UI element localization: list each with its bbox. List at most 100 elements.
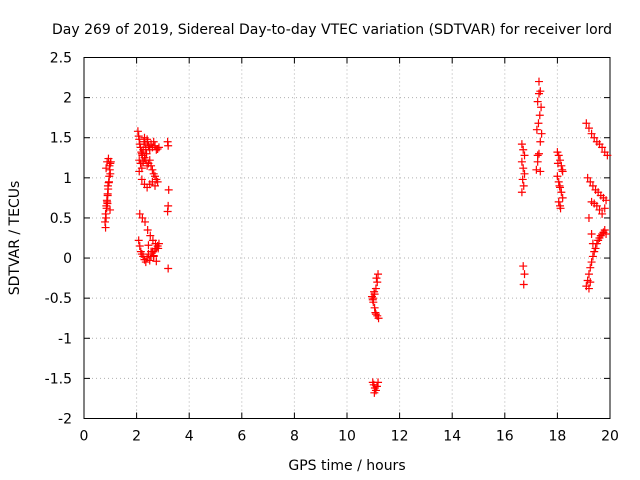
data-point — [137, 175, 146, 184]
data-point — [598, 143, 607, 152]
y-tick-label: -1 — [58, 331, 72, 347]
grid — [84, 57, 610, 419]
data-point — [370, 287, 379, 296]
data-point — [370, 388, 379, 397]
data-point — [163, 207, 172, 216]
data-point — [152, 257, 161, 266]
data-point — [586, 278, 595, 287]
data-point — [103, 199, 112, 208]
x-tick-label: 12 — [391, 429, 409, 445]
data-point — [557, 188, 566, 197]
data-point — [588, 181, 597, 190]
y-tick-label: 1.5 — [50, 131, 72, 147]
data-point — [519, 145, 528, 154]
data-point — [590, 133, 599, 142]
data-point — [154, 143, 163, 152]
data-point — [534, 77, 543, 86]
data-point — [587, 258, 596, 267]
data-point — [517, 188, 526, 197]
data-point — [535, 111, 544, 120]
x-tick-label: 16 — [496, 429, 514, 445]
x-tick-label: 14 — [443, 429, 461, 445]
data-point — [600, 225, 609, 234]
data-point — [148, 177, 157, 186]
data-point — [519, 262, 528, 271]
data-point — [532, 125, 541, 134]
data-point — [587, 129, 596, 138]
x-tick-label: 0 — [80, 429, 89, 445]
y-tick-label: 0 — [63, 251, 72, 267]
x-tick-label: 8 — [290, 429, 299, 445]
data-point — [164, 141, 173, 150]
data-point — [520, 151, 529, 160]
x-tick-label: 4 — [185, 429, 194, 445]
y-tick-label: 2.5 — [50, 51, 72, 67]
data-point — [164, 185, 173, 194]
data-point — [147, 161, 156, 170]
data-point — [586, 263, 595, 272]
data-point — [104, 177, 113, 186]
data-point — [553, 172, 562, 181]
data-point — [603, 151, 612, 160]
data-point — [141, 258, 150, 267]
data-point — [154, 244, 163, 253]
data-point — [582, 119, 591, 128]
data-point — [519, 164, 528, 173]
data-point — [138, 213, 147, 222]
data-point — [135, 167, 144, 176]
x-tick-label: 18 — [548, 429, 566, 445]
data-point — [588, 252, 597, 261]
data-point — [595, 205, 604, 214]
data-point — [587, 229, 596, 238]
data-point — [537, 103, 546, 112]
data-point — [555, 181, 564, 190]
data-point — [583, 173, 592, 182]
data-point — [591, 244, 600, 253]
data-point — [556, 204, 565, 213]
y-tick-label: 0.5 — [50, 211, 72, 227]
data-point — [147, 247, 156, 256]
data-point — [520, 270, 529, 279]
data-point — [145, 256, 154, 265]
data-point — [534, 119, 543, 128]
data-point — [153, 144, 162, 153]
data-point — [554, 151, 563, 160]
data-point — [103, 181, 112, 190]
data-point — [142, 149, 151, 158]
data-point — [519, 280, 528, 289]
data-point — [534, 149, 543, 158]
data-point — [374, 378, 383, 387]
data-point — [101, 217, 110, 226]
x-axis-label: GPS time / hours — [288, 458, 405, 474]
data-point — [134, 236, 143, 245]
ticks: 0 2 4 6 8 10 12 14 16 18 20 -2 -1.5 -1 -0.5 0 0.5 1 1.5 2 2.… — [45, 51, 619, 445]
data-point — [151, 181, 160, 190]
data-point — [584, 270, 593, 279]
data-point — [553, 159, 562, 168]
data-point — [558, 193, 567, 202]
data-point — [149, 137, 158, 146]
y-axis-label: SDTVAR / TECUs — [7, 181, 23, 296]
data-point — [592, 201, 601, 210]
data-point — [536, 137, 545, 146]
data-point — [164, 264, 173, 273]
y-tick-label: -1.5 — [45, 371, 72, 387]
data-point — [584, 124, 593, 133]
data-point — [518, 175, 527, 184]
data-point — [372, 382, 381, 391]
data-point — [102, 164, 111, 173]
data-point — [584, 213, 593, 222]
data-point — [558, 165, 567, 174]
y-tick-label: -0.5 — [45, 291, 72, 307]
data-point — [602, 196, 611, 205]
data-point — [519, 181, 528, 190]
y-tick-label: 2 — [63, 91, 72, 107]
data-point — [374, 314, 383, 323]
data-point — [151, 239, 160, 248]
chart-title: Day 269 of 2019, Sidereal Day-to-day VTE… — [52, 22, 612, 38]
data-point — [373, 278, 382, 287]
x-tick-label: 10 — [338, 429, 356, 445]
data-point — [145, 156, 154, 165]
